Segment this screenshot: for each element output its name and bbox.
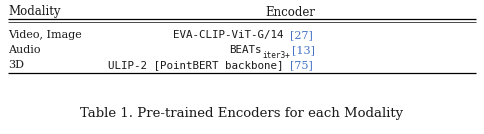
Text: 3D: 3D (8, 60, 24, 70)
Text: EVA-CLIP-ViT-G/14: EVA-CLIP-ViT-G/14 (173, 30, 290, 40)
Text: Modality: Modality (8, 5, 60, 18)
Text: BEATs: BEATs (229, 45, 262, 55)
Text: Table 1. Pre-trained Encoders for each Modality: Table 1. Pre-trained Encoders for each M… (80, 107, 404, 120)
Text: Encoder: Encoder (265, 5, 315, 18)
Text: iter3+: iter3+ (262, 51, 290, 60)
Text: Audio: Audio (8, 45, 41, 55)
Text: [75]: [75] (290, 60, 313, 70)
Text: Video, Image: Video, Image (8, 30, 82, 40)
Text: [27]: [27] (290, 30, 313, 40)
Text: ULIP-2 [PointBERT backbone]: ULIP-2 [PointBERT backbone] (108, 60, 290, 70)
Text: [13]: [13] (292, 45, 315, 55)
